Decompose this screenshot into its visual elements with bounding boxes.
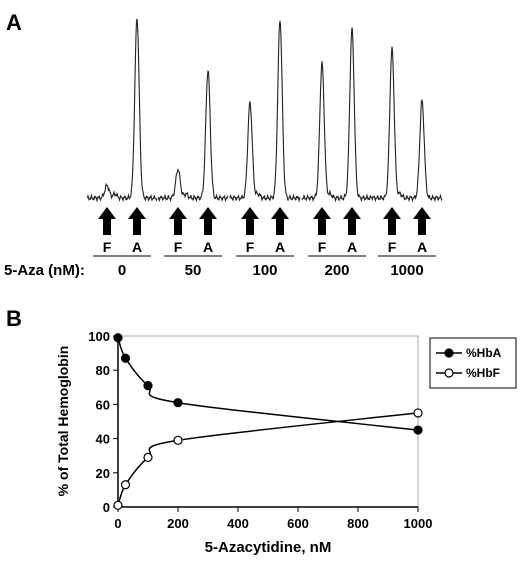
dose-value: 50 bbox=[185, 262, 202, 279]
up-arrow-icon bbox=[98, 207, 116, 235]
y-axis-label: % of Total Hemoglobin bbox=[55, 346, 71, 497]
legend-box bbox=[429, 337, 517, 389]
arrow-label: A bbox=[417, 239, 427, 255]
up-arrow-icon bbox=[199, 207, 217, 235]
x-ticks: 0 200 400 600 800 1000 bbox=[114, 507, 432, 531]
chromatogram-traces bbox=[86, 18, 443, 203]
up-arrow-icon bbox=[343, 207, 361, 235]
up-arrow-icon bbox=[128, 207, 146, 235]
dose-value: 1000 bbox=[390, 262, 423, 279]
y-tick-label: 60 bbox=[96, 397, 110, 412]
y-tick-label: 0 bbox=[103, 500, 110, 515]
up-arrow-icon bbox=[313, 207, 331, 235]
data-point-hba bbox=[113, 333, 123, 343]
x-axis-label: 5-Azacytidine, nM bbox=[205, 539, 332, 556]
arrow-label: F bbox=[174, 239, 183, 255]
y-tick-label: 40 bbox=[96, 432, 110, 447]
x-tick-label: 200 bbox=[167, 516, 189, 531]
up-arrow-icon bbox=[271, 207, 289, 235]
data-point-hbf bbox=[173, 435, 183, 445]
up-arrow-icon bbox=[241, 207, 259, 235]
chromatogram-trace bbox=[229, 20, 301, 203]
y-tick-label: 80 bbox=[96, 363, 110, 378]
data-point-hba bbox=[120, 353, 131, 363]
data-point-hbf bbox=[120, 480, 131, 490]
arrow-label: A bbox=[203, 239, 213, 255]
data-point-hba bbox=[413, 425, 423, 435]
panel-a-label: A bbox=[6, 10, 22, 35]
plot-frame bbox=[117, 335, 419, 508]
legend-label: %HbA bbox=[466, 346, 502, 360]
x-tick-label: 400 bbox=[227, 516, 249, 531]
chromatogram-trace bbox=[157, 70, 229, 203]
data-point-hba bbox=[143, 380, 153, 391]
dose-axis-label: 5-Aza (nM): bbox=[4, 262, 85, 279]
arrow-label: F bbox=[318, 239, 327, 255]
legend: %HbA %HbF bbox=[436, 346, 502, 380]
data-series bbox=[113, 333, 423, 510]
panel-b-label: B bbox=[6, 306, 22, 331]
arrow-label: F bbox=[388, 239, 397, 255]
data-point-hba bbox=[173, 398, 183, 408]
dose-value: 100 bbox=[252, 262, 277, 279]
legend-marker bbox=[444, 348, 454, 358]
legend-label: %HbF bbox=[466, 366, 500, 380]
chromatogram-trace bbox=[301, 27, 373, 203]
dose-value: 0 bbox=[118, 262, 126, 279]
up-arrow-icon bbox=[383, 207, 401, 235]
y-tick-label: 100 bbox=[88, 329, 110, 344]
y-tick-label: 20 bbox=[96, 466, 110, 481]
up-arrow-icon bbox=[413, 207, 431, 235]
x-tick-label: 1000 bbox=[404, 516, 433, 531]
y-ticks: 0 20 40 60 80 100 bbox=[88, 329, 118, 515]
data-point-hbf bbox=[113, 500, 123, 510]
arrow-label: F bbox=[103, 239, 112, 255]
chromatogram-trace bbox=[86, 18, 158, 203]
arrow-label: A bbox=[347, 239, 357, 255]
data-point-hbf bbox=[143, 452, 153, 463]
x-tick-label: 800 bbox=[347, 516, 369, 531]
legend-marker bbox=[444, 368, 454, 378]
arrow-label: A bbox=[132, 239, 142, 255]
chromatogram-trace bbox=[371, 46, 443, 203]
data-point-hbf bbox=[413, 408, 423, 418]
arrow-label: A bbox=[275, 239, 285, 255]
x-tick-label: 600 bbox=[287, 516, 309, 531]
dose-labels: 0 50 100 200 1000 bbox=[118, 262, 424, 279]
x-tick-label: 0 bbox=[114, 516, 121, 531]
up-arrow-icon bbox=[169, 207, 187, 235]
arrow-label: F bbox=[246, 239, 255, 255]
dose-value: 200 bbox=[324, 262, 349, 279]
